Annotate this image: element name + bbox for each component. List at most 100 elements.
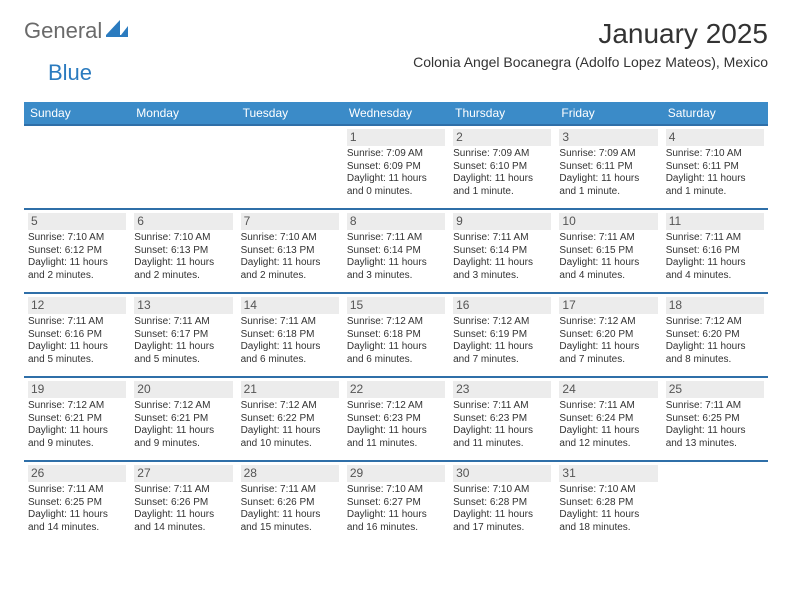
sunset-text: Sunset: 6:27 PM <box>347 497 445 510</box>
daylight-text: Daylight: 11 hours and 7 minutes. <box>559 341 657 366</box>
sunrise-text: Sunrise: 7:11 AM <box>666 400 764 413</box>
day-cell: 3Sunrise: 7:09 AMSunset: 6:11 PMDaylight… <box>555 125 661 209</box>
day-cell: 1Sunrise: 7:09 AMSunset: 6:09 PMDaylight… <box>343 125 449 209</box>
day-cell: 4 Sunrise: 7:10 AMSunset: 6:11 PMDaylight… <box>662 125 768 209</box>
daylight-text: Daylight: 11 hours and 18 minutes. <box>559 509 657 534</box>
week-row: 12Sunrise: 7:11 AMSunset: 6:16 PMDayligh… <box>24 293 768 377</box>
day-cell <box>130 125 236 209</box>
day-cell: 7Sunrise: 7:10 AMSunset: 6:13 PMDaylight… <box>237 209 343 293</box>
daylight-text: Daylight: 11 hours and 1 minute. <box>666 173 764 198</box>
day-cell: 25 Sunrise: 7:11 AMSunset: 6:25 PMDayligh… <box>662 377 768 461</box>
day-number: 3 <box>559 129 657 146</box>
day-number: 19 <box>28 381 126 398</box>
day-cell: 16Sunrise: 7:12 AMSunset: 6:19 PMDayligh… <box>449 293 555 377</box>
day-cell: 19Sunrise: 7:12 AMSunset: 6:21 PMDayligh… <box>24 377 130 461</box>
sunset-text: Sunset: 6:28 PM <box>453 497 551 510</box>
day-number: 29 <box>347 465 445 482</box>
sunrise-text: Sunrise: 7:12 AM <box>666 316 764 329</box>
daylight-text: Daylight: 11 hours and 16 minutes. <box>347 509 445 534</box>
sunrise-text: Sunrise: 7:10 AM <box>28 232 126 245</box>
daylight-text: Daylight: 11 hours and 10 minutes. <box>241 425 339 450</box>
day-number: 8 <box>347 213 445 230</box>
sunrise-text: Sunrise: 7:11 AM <box>28 484 126 497</box>
sunset-text: Sunset: 6:26 PM <box>134 497 232 510</box>
day-header: Wednesday <box>343 102 449 125</box>
day-number: 14 <box>241 297 339 314</box>
week-row: 19Sunrise: 7:12 AMSunset: 6:21 PMDayligh… <box>24 377 768 461</box>
sunrise-text: Sunrise: 7:09 AM <box>453 148 551 161</box>
sunrise-text: Sunrise: 7:11 AM <box>28 316 126 329</box>
sunrise-text: Sunrise: 7:12 AM <box>28 400 126 413</box>
sunset-text: Sunset: 6:17 PM <box>134 329 232 342</box>
week-row: 5Sunrise: 7:10 AMSunset: 6:12 PMDaylight… <box>24 209 768 293</box>
sunrise-text: Sunrise: 7:10 AM <box>666 148 764 161</box>
day-number: 5 <box>28 213 126 230</box>
day-number: 2 <box>453 129 551 146</box>
sunset-text: Sunset: 6:14 PM <box>453 245 551 258</box>
daylight-text: Daylight: 11 hours and 14 minutes. <box>134 509 232 534</box>
sunrise-text: Sunrise: 7:09 AM <box>559 148 657 161</box>
day-number: 23 <box>453 381 551 398</box>
day-number: 7 <box>241 213 339 230</box>
day-cell: 27Sunrise: 7:11 AMSunset: 6:26 PMDayligh… <box>130 461 236 545</box>
sunrise-text: Sunrise: 7:10 AM <box>559 484 657 497</box>
day-cell: 31Sunrise: 7:10 AMSunset: 6:28 PMDayligh… <box>555 461 661 545</box>
sunset-text: Sunset: 6:26 PM <box>241 497 339 510</box>
brand-logo: General <box>24 18 130 44</box>
sunrise-text: Sunrise: 7:11 AM <box>666 232 764 245</box>
daylight-text: Daylight: 11 hours and 12 minutes. <box>559 425 657 450</box>
day-number: 11 <box>666 213 764 230</box>
sunset-text: Sunset: 6:22 PM <box>241 413 339 426</box>
sunset-text: Sunset: 6:20 PM <box>666 329 764 342</box>
week-row: 26Sunrise: 7:11 AMSunset: 6:25 PMDayligh… <box>24 461 768 545</box>
daylight-text: Daylight: 11 hours and 6 minutes. <box>241 341 339 366</box>
daylight-text: Daylight: 11 hours and 14 minutes. <box>28 509 126 534</box>
sunrise-text: Sunrise: 7:10 AM <box>347 484 445 497</box>
day-header: Sunday <box>24 102 130 125</box>
day-cell: 12Sunrise: 7:11 AMSunset: 6:16 PMDayligh… <box>24 293 130 377</box>
day-cell: 23Sunrise: 7:11 AMSunset: 6:23 PMDayligh… <box>449 377 555 461</box>
day-number: 4 <box>666 129 764 146</box>
daylight-text: Daylight: 11 hours and 9 minutes. <box>134 425 232 450</box>
sunset-text: Sunset: 6:25 PM <box>666 413 764 426</box>
day-number: 16 <box>453 297 551 314</box>
sunrise-text: Sunrise: 7:09 AM <box>347 148 445 161</box>
sunrise-text: Sunrise: 7:11 AM <box>241 484 339 497</box>
sunrise-text: Sunrise: 7:12 AM <box>347 400 445 413</box>
sunrise-text: Sunrise: 7:11 AM <box>559 400 657 413</box>
daylight-text: Daylight: 11 hours and 15 minutes. <box>241 509 339 534</box>
sunset-text: Sunset: 6:12 PM <box>28 245 126 258</box>
brand-text-blue: Blue <box>48 60 92 85</box>
day-number: 17 <box>559 297 657 314</box>
day-cell: 10Sunrise: 7:11 AMSunset: 6:15 PMDayligh… <box>555 209 661 293</box>
day-cell: 2Sunrise: 7:09 AMSunset: 6:10 PMDaylight… <box>449 125 555 209</box>
day-cell: 30Sunrise: 7:10 AMSunset: 6:28 PMDayligh… <box>449 461 555 545</box>
day-number: 12 <box>28 297 126 314</box>
day-cell: 26Sunrise: 7:11 AMSunset: 6:25 PMDayligh… <box>24 461 130 545</box>
day-header: Monday <box>130 102 236 125</box>
day-number: 31 <box>559 465 657 482</box>
sunrise-text: Sunrise: 7:10 AM <box>241 232 339 245</box>
sunrise-text: Sunrise: 7:11 AM <box>347 232 445 245</box>
day-number: 25 <box>666 381 764 398</box>
sunrise-text: Sunrise: 7:12 AM <box>134 400 232 413</box>
daylight-text: Daylight: 11 hours and 0 minutes. <box>347 173 445 198</box>
daylight-text: Daylight: 11 hours and 5 minutes. <box>134 341 232 366</box>
daylight-text: Daylight: 11 hours and 3 minutes. <box>453 257 551 282</box>
day-cell: 22Sunrise: 7:12 AMSunset: 6:23 PMDayligh… <box>343 377 449 461</box>
daylight-text: Daylight: 11 hours and 6 minutes. <box>347 341 445 366</box>
sunrise-text: Sunrise: 7:11 AM <box>134 484 232 497</box>
brand-sail-icon <box>106 20 128 43</box>
sunset-text: Sunset: 6:10 PM <box>453 161 551 174</box>
sunset-text: Sunset: 6:09 PM <box>347 161 445 174</box>
daylight-text: Daylight: 11 hours and 17 minutes. <box>453 509 551 534</box>
sunset-text: Sunset: 6:11 PM <box>666 161 764 174</box>
sunset-text: Sunset: 6:16 PM <box>666 245 764 258</box>
day-cell: 18Sunrise: 7:12 AMSunset: 6:20 PMDayligh… <box>662 293 768 377</box>
daylight-text: Daylight: 11 hours and 11 minutes. <box>453 425 551 450</box>
daylight-text: Daylight: 11 hours and 13 minutes. <box>666 425 764 450</box>
brand-text-general: General <box>24 18 102 44</box>
day-number: 15 <box>347 297 445 314</box>
daylight-text: Daylight: 11 hours and 1 minute. <box>559 173 657 198</box>
day-cell: 14Sunrise: 7:11 AMSunset: 6:18 PMDayligh… <box>237 293 343 377</box>
